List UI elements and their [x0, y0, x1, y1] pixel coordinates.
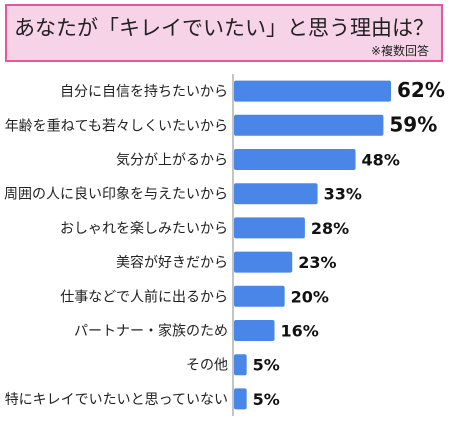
value-label: 23%	[298, 253, 336, 272]
value-label: 16%	[281, 322, 319, 341]
category-label: 仕事などで人前に出るから	[60, 288, 228, 305]
value-label: 20%	[291, 287, 329, 306]
bar	[234, 285, 285, 307]
category-label: おしゃれを楽しみたいから	[60, 221, 228, 237]
value-label: 59%	[389, 112, 437, 136]
bar	[234, 114, 384, 136]
value-label: 28%	[311, 219, 349, 238]
value-label: 62%	[397, 78, 445, 102]
category-label: 自分に自信を持ちたいから	[60, 84, 228, 100]
bar	[234, 80, 391, 102]
category-label: パートナー・家族のため	[74, 323, 228, 340]
value-label: 5%	[253, 390, 280, 409]
bar	[234, 388, 247, 410]
chart-note: ※複数回答	[370, 44, 429, 58]
category-label: 美容が好きだから	[116, 254, 228, 271]
title-box: あなたが「キレイでいたい」と思う理由は？ ※複数回答	[5, 4, 443, 62]
bar	[234, 217, 305, 239]
bar	[234, 149, 356, 170]
chart-title: あなたが「キレイでいたい」と思う理由は？	[14, 16, 434, 40]
bar	[234, 320, 275, 341]
value-label: 33%	[324, 185, 362, 204]
bar	[234, 251, 293, 273]
category-label: 特にキレイでいたいと思っていない	[5, 392, 228, 408]
category-label: その他	[186, 358, 228, 374]
category-label: 気分が上がるから	[116, 153, 228, 169]
value-label: 5%	[253, 356, 280, 375]
category-label: 周囲の人に良い印象を与えたいから	[4, 187, 228, 203]
value-label: 48%	[362, 151, 400, 170]
category-label: 年齢を重ねても若々しくいたいから	[5, 118, 228, 134]
bar	[234, 183, 318, 205]
bar	[234, 354, 247, 376]
